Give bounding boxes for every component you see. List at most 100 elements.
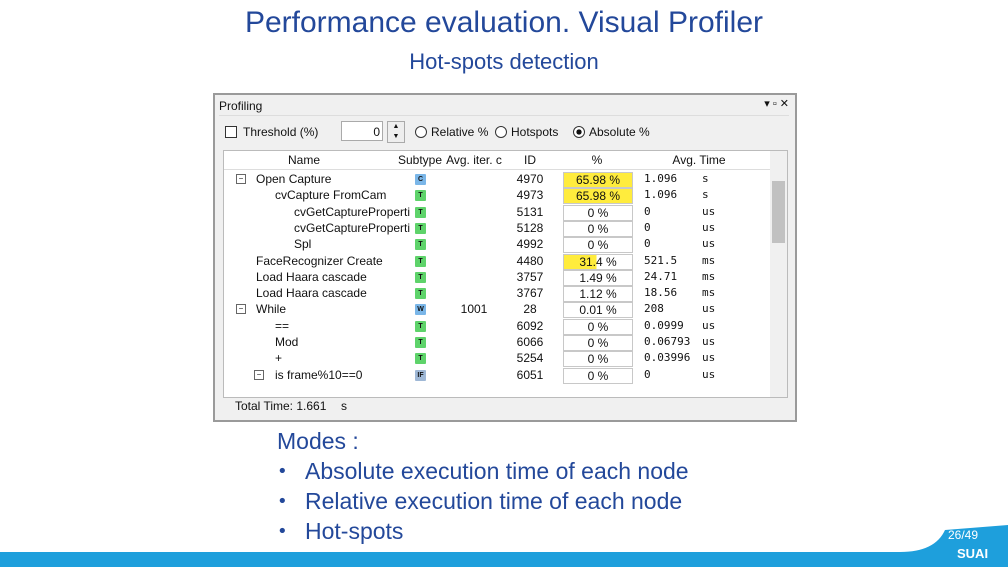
- table-header: [224, 151, 787, 170]
- time-unit: us: [702, 204, 716, 218]
- radio-label: Relative %: [431, 125, 489, 139]
- expander[interactable]: −: [254, 369, 264, 380]
- expander[interactable]: −: [236, 304, 246, 315]
- profiler-window: Profiling ▾ ▫ ✕ Threshold (%) 0 ▲ ▼ Relat…: [213, 93, 797, 422]
- node-id: 4480: [516, 253, 544, 268]
- node-id: 4970: [516, 172, 544, 186]
- time-unit: us: [702, 351, 716, 365]
- percent: 0 %: [563, 220, 633, 237]
- spinner[interactable]: ▲ ▼: [387, 121, 405, 143]
- scrollbar[interactable]: [770, 151, 787, 397]
- avg-time: 1.096: [644, 172, 678, 185]
- avg-time: 521.5: [644, 253, 678, 267]
- total-time: Total Time: 1.661: [235, 399, 327, 413]
- percent: 65.98 %: [563, 172, 633, 188]
- avg-time: 1.096: [644, 188, 678, 202]
- node-name: is frame%10==0: [275, 367, 363, 382]
- bullet-dot: •: [277, 491, 288, 512]
- radio[interactable]: [495, 126, 507, 138]
- column-header: Subtype: [397, 153, 443, 167]
- total-time-unit: s: [341, 399, 347, 413]
- subtype-badge: C: [415, 174, 426, 185]
- bullet-text: Relative execution time of each node: [305, 488, 683, 514]
- modes-heading: Modes :: [277, 428, 359, 454]
- bullet-text: Absolute execution time of each node: [305, 458, 689, 484]
- avg-time: 18.56: [644, 286, 678, 300]
- subtype-badge: T: [415, 320, 426, 332]
- avg-time: 0: [644, 367, 651, 381]
- subtype-badge: T: [415, 190, 426, 202]
- node-id: 6092: [516, 318, 544, 333]
- subtype-badge: T: [415, 222, 426, 234]
- column-header: ID: [524, 153, 536, 167]
- page-number: 26/49: [948, 528, 979, 542]
- node-id: 5254: [516, 351, 544, 366]
- time-unit: us: [702, 237, 716, 251]
- subtype-badge: W: [415, 304, 426, 316]
- node-id: 28: [523, 302, 537, 317]
- toolbar: Threshold (%) 0 ▲ ▼ Relative % Hotspots Abs…: [219, 115, 789, 146]
- node-name: +: [275, 351, 283, 366]
- node-name: Spl: [294, 237, 312, 252]
- radio[interactable]: [415, 126, 427, 138]
- radio-label: Hotspots: [511, 125, 559, 139]
- subtype-badge: T: [415, 353, 426, 365]
- avg-time: 0.03996: [644, 351, 691, 365]
- radio-label: Absolute %: [589, 125, 650, 139]
- window-controls[interactable]: ▾ ▫ ✕: [764, 98, 789, 110]
- avg-time: 0: [644, 204, 651, 218]
- node-name: Open Capture: [256, 172, 332, 186]
- column-header: Avg. Time: [672, 153, 726, 167]
- radio[interactable]: [573, 126, 585, 138]
- bullet-dot: •: [277, 521, 288, 542]
- node-name: Load Haara cascade: [256, 269, 367, 284]
- percent: 0 %: [563, 237, 633, 254]
- time-unit: s: [702, 188, 709, 202]
- subtype-badge: T: [415, 337, 426, 348]
- percent: 0 %: [563, 367, 633, 384]
- node-name: Mod: [275, 335, 299, 349]
- profile-table: Name Subtype Avg. iter. c ID% Avg. Time − Open…: [223, 150, 788, 398]
- slide-title: Performance evaluation. Visual Profiler: [244, 6, 764, 39]
- percent: 0 %: [563, 204, 633, 221]
- expander[interactable]: −: [236, 174, 246, 184]
- subtype-badge: T: [415, 288, 426, 300]
- column-header: Name: [287, 153, 320, 167]
- subtype-badge: T: [415, 239, 426, 251]
- threshold-checkbox[interactable]: [225, 126, 237, 138]
- node-id: 4973: [516, 188, 544, 203]
- node-name: cvCapture FromCam: [275, 188, 387, 203]
- percent: 0.01 %: [563, 302, 633, 319]
- avg-time: 0: [644, 237, 651, 251]
- window-title: Profiling: [219, 99, 263, 113]
- time-unit: s: [702, 172, 709, 185]
- time-unit: us: [702, 220, 716, 234]
- scroll-thumb[interactable]: [772, 181, 785, 243]
- column-header: Avg. iter. c: [446, 153, 502, 167]
- subtype-badge: T: [415, 206, 426, 218]
- bullet-text: Hot-spots: [305, 518, 404, 544]
- avg-time: 24.71: [644, 269, 678, 283]
- subtype-badge: T: [415, 271, 426, 283]
- time-unit: us: [702, 302, 716, 316]
- percent: 0 %: [563, 318, 633, 335]
- node-name: cvGetCaptureProperti: [294, 220, 411, 235]
- threshold-label: Threshold (%): [243, 125, 319, 139]
- avg-time: 0.0999: [644, 318, 684, 332]
- avg-time: 0.06793: [644, 335, 691, 348]
- time-unit: ms: [702, 253, 716, 267]
- percent: 65.98 %: [563, 188, 633, 205]
- time-unit: ms: [702, 269, 716, 283]
- subtype-badge: IF: [415, 369, 426, 381]
- logo: SUAI: [957, 546, 989, 561]
- node-id: 6066: [516, 335, 544, 349]
- node-id: 5128: [516, 220, 544, 235]
- node-name: FaceRecognizer Create: [256, 253, 383, 268]
- node-id: 3757: [516, 269, 544, 284]
- percent: 0 %: [563, 351, 633, 368]
- node-name: cvGetCaptureProperti: [294, 204, 411, 219]
- bullet-dot: •: [277, 461, 288, 482]
- threshold-input[interactable]: 0: [341, 121, 383, 141]
